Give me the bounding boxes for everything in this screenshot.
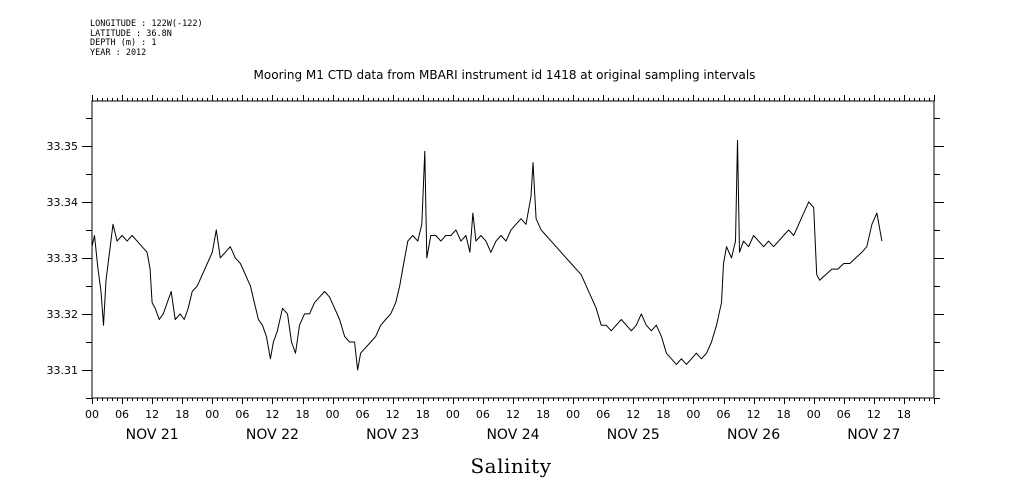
x-hour-label: 12 <box>386 408 400 421</box>
x-hour-label: 06 <box>596 408 610 421</box>
x-hour-label: 12 <box>145 408 159 421</box>
x-day-label: NOV 25 <box>607 427 660 443</box>
longitude-label: LONGITUDE : 122W(-122) <box>90 19 203 29</box>
x-hour-label: 06 <box>115 408 129 421</box>
x-hour-label: 06 <box>356 408 370 421</box>
x-hour-label: 18 <box>656 408 670 421</box>
plot-frame <box>91 100 935 399</box>
x-axis-label: Salinity <box>470 454 552 478</box>
x-hour-label: 00 <box>446 408 460 421</box>
axes-layer <box>91 100 935 399</box>
x-hour-label: 12 <box>265 408 279 421</box>
x-hour-label: 18 <box>296 408 310 421</box>
x-hour-label: 06 <box>717 408 731 421</box>
x-day-label: NOV 21 <box>126 427 179 443</box>
y-tick-label: 33.34 <box>47 196 79 209</box>
x-day-label: NOV 23 <box>366 427 419 443</box>
series-layer <box>91 139 883 371</box>
metadata-header: LONGITUDE : 122W(-122) LATITUDE : 36.8N … <box>90 19 203 58</box>
labels-layer: 33.31 33.32 33.33 33.34 33.35 00 06 12 18 00 06 12 1… <box>47 140 911 443</box>
x-day-label: NOV 26 <box>727 427 780 443</box>
y-tick-label: 33.35 <box>47 140 79 153</box>
x-hour-label: 18 <box>175 408 189 421</box>
x-hour-label: 00 <box>85 408 99 421</box>
x-hour-label: 12 <box>506 408 520 421</box>
salinity-series-line <box>91 139 883 371</box>
ticks-layer <box>82 95 944 404</box>
x-hour-label: 18 <box>536 408 550 421</box>
latitude-label: LATITUDE : 36.8N <box>90 28 172 39</box>
x-hour-label: 12 <box>867 408 881 421</box>
year-label: YEAR : 2012 <box>90 47 147 58</box>
y-tick-label: 33.32 <box>47 308 79 321</box>
x-hour-label: 06 <box>235 408 249 421</box>
x-hour-label: 06 <box>837 408 851 421</box>
x-day-label: NOV 22 <box>246 427 299 443</box>
x-hour-label: 18 <box>897 408 911 421</box>
x-hour-label: 00 <box>566 408 580 421</box>
x-day-label: NOV 24 <box>486 427 539 443</box>
y-tick-label: 33.31 <box>47 364 79 377</box>
x-hour-label: 18 <box>777 408 791 421</box>
x-hour-label: 00 <box>326 408 340 421</box>
y-tick-label: 33.33 <box>47 252 79 265</box>
x-hour-label: 00 <box>205 408 219 421</box>
x-hour-label: 00 <box>686 408 700 421</box>
x-hour-label: 06 <box>476 408 490 421</box>
x-day-label: NOV 27 <box>847 427 900 443</box>
x-hour-label: 12 <box>747 408 761 421</box>
x-hour-label: 18 <box>416 408 430 421</box>
x-hour-label: 00 <box>807 408 821 421</box>
depth-label: DEPTH (m) : 1 <box>90 38 157 48</box>
chart-title: Mooring M1 CTD data from MBARI instrumen… <box>253 68 756 82</box>
x-hour-label: 12 <box>626 408 640 421</box>
